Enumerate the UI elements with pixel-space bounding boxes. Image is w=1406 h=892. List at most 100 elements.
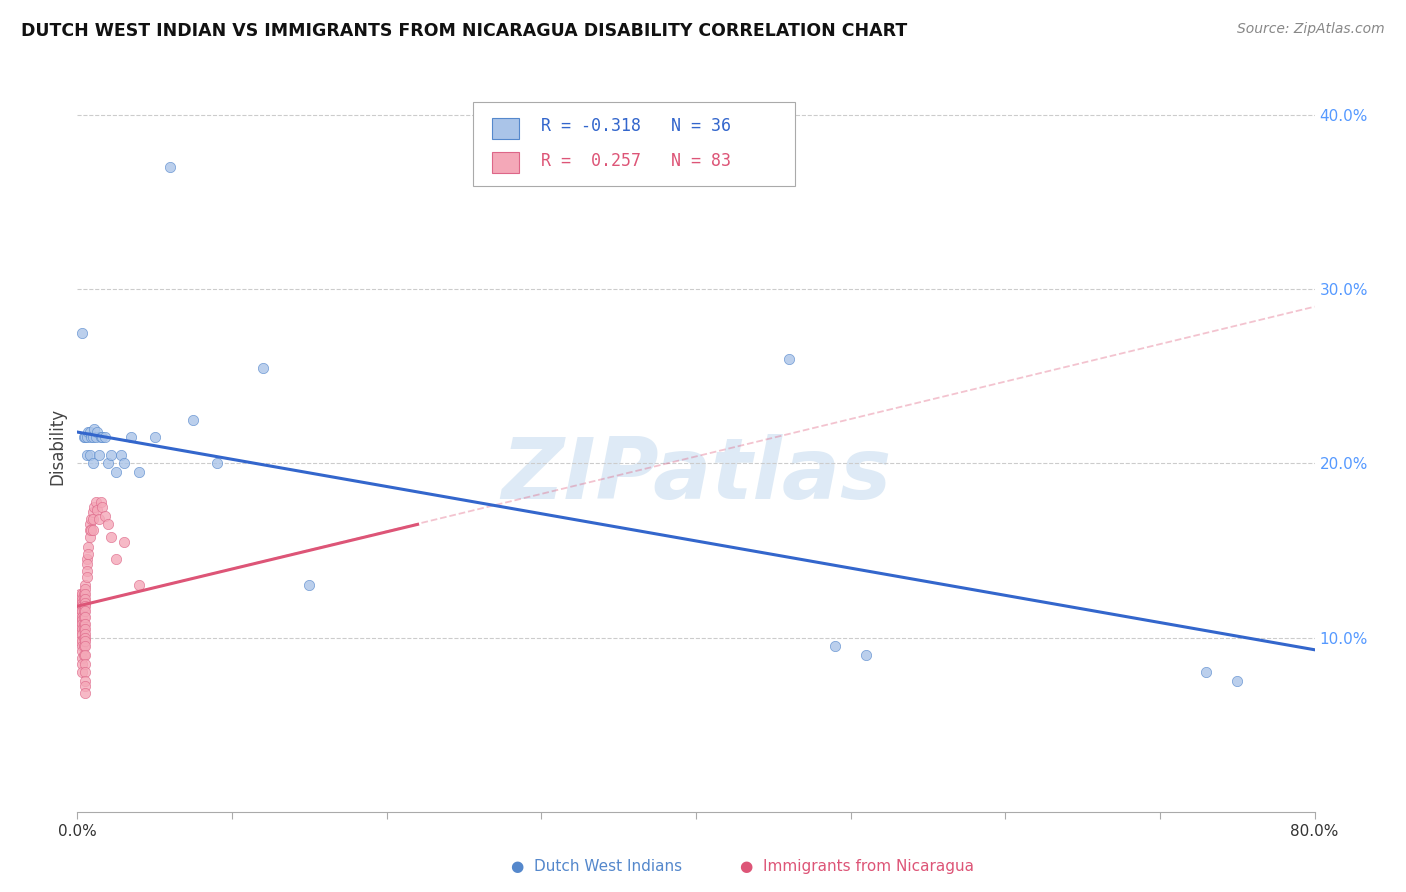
FancyBboxPatch shape (492, 118, 519, 139)
Point (75, 582, 96, 596)
Point (80, 430, 103, 444)
Point (69, 616, 91, 631)
Point (76, 552, 98, 566)
Point (69, 599, 91, 614)
Point (75, 596, 96, 610)
Point (70, 599, 93, 614)
Point (87, 512, 110, 526)
Point (1226, 674, 1249, 689)
Point (72, 430, 94, 444)
Point (80, 512, 103, 526)
Point (75, 640, 96, 654)
FancyBboxPatch shape (492, 153, 519, 173)
Point (76, 430, 98, 444)
Point (79, 517, 101, 532)
Text: ●  Immigrants from Nicaragua: ● Immigrants from Nicaragua (740, 859, 974, 874)
Point (75, 622, 96, 636)
Point (69, 622, 91, 636)
Point (75, 657, 96, 671)
Point (70, 627, 93, 641)
Point (112, 457, 135, 471)
Text: ●  Dutch West Indians: ● Dutch West Indians (512, 859, 682, 874)
Point (72, 604, 94, 618)
Point (72, 599, 94, 614)
Point (97, 517, 120, 532)
Point (86, 425, 108, 439)
Point (94, 430, 117, 444)
Point (75, 679, 96, 693)
Point (75, 665, 96, 680)
Point (77, 425, 100, 439)
Point (70, 665, 93, 680)
Point (105, 465, 128, 479)
Point (128, 465, 150, 479)
Point (70, 651, 93, 665)
Point (121, 430, 143, 444)
Point (72, 648, 94, 662)
Point (70, 326, 93, 340)
Text: DUTCH WEST INDIAN VS IMMIGRANTS FROM NICARAGUA DISABILITY CORRELATION CHART: DUTCH WEST INDIAN VS IMMIGRANTS FROM NIC… (21, 22, 907, 40)
Point (87, 448, 110, 462)
Point (77, 547, 100, 561)
Point (69, 609, 91, 624)
Point (79, 448, 101, 462)
Point (205, 457, 228, 471)
Point (70, 657, 93, 671)
Point (70, 613, 93, 627)
Point (83, 421, 105, 435)
Point (69, 627, 91, 641)
Point (91, 500, 114, 514)
Point (79, 425, 101, 439)
Text: ZIPatlas: ZIPatlas (501, 434, 891, 516)
Point (183, 413, 205, 427)
Point (128, 578, 150, 592)
Point (70, 604, 93, 618)
Point (105, 552, 128, 566)
Point (778, 351, 800, 366)
Point (67, 604, 90, 618)
Point (90, 430, 112, 444)
Point (75, 592, 96, 607)
Point (70, 609, 93, 624)
Point (70, 616, 93, 631)
Point (69, 604, 91, 618)
Point (76, 448, 98, 462)
Point (824, 640, 846, 654)
Point (90, 494, 112, 508)
Point (82, 523, 104, 537)
Point (143, 430, 166, 444)
Point (69, 592, 91, 607)
Point (75, 430, 96, 444)
Point (84, 494, 107, 508)
Point (75, 616, 96, 631)
Point (75, 674, 96, 689)
Point (72, 616, 94, 631)
Point (70, 587, 93, 601)
Point (69, 587, 91, 601)
Point (77, 540, 100, 554)
Point (76, 569, 98, 583)
Point (159, 161, 181, 175)
Point (79, 530, 101, 544)
Point (70, 640, 93, 654)
Point (76, 565, 98, 579)
Point (82, 430, 104, 444)
Point (75, 648, 96, 662)
Point (72, 592, 94, 607)
Point (75, 686, 96, 700)
Point (75, 627, 96, 641)
Point (100, 530, 122, 544)
Point (67, 596, 90, 610)
Point (298, 578, 321, 592)
Point (110, 448, 132, 462)
Point (1195, 665, 1218, 680)
Point (76, 558, 98, 572)
Point (82, 505, 104, 519)
Y-axis label: Disability: Disability (48, 408, 66, 484)
Point (72, 631, 94, 645)
Point (72, 640, 94, 654)
Point (80, 523, 103, 537)
Text: Source: ZipAtlas.com: Source: ZipAtlas.com (1237, 22, 1385, 37)
Point (75, 634, 96, 648)
Point (84, 430, 107, 444)
